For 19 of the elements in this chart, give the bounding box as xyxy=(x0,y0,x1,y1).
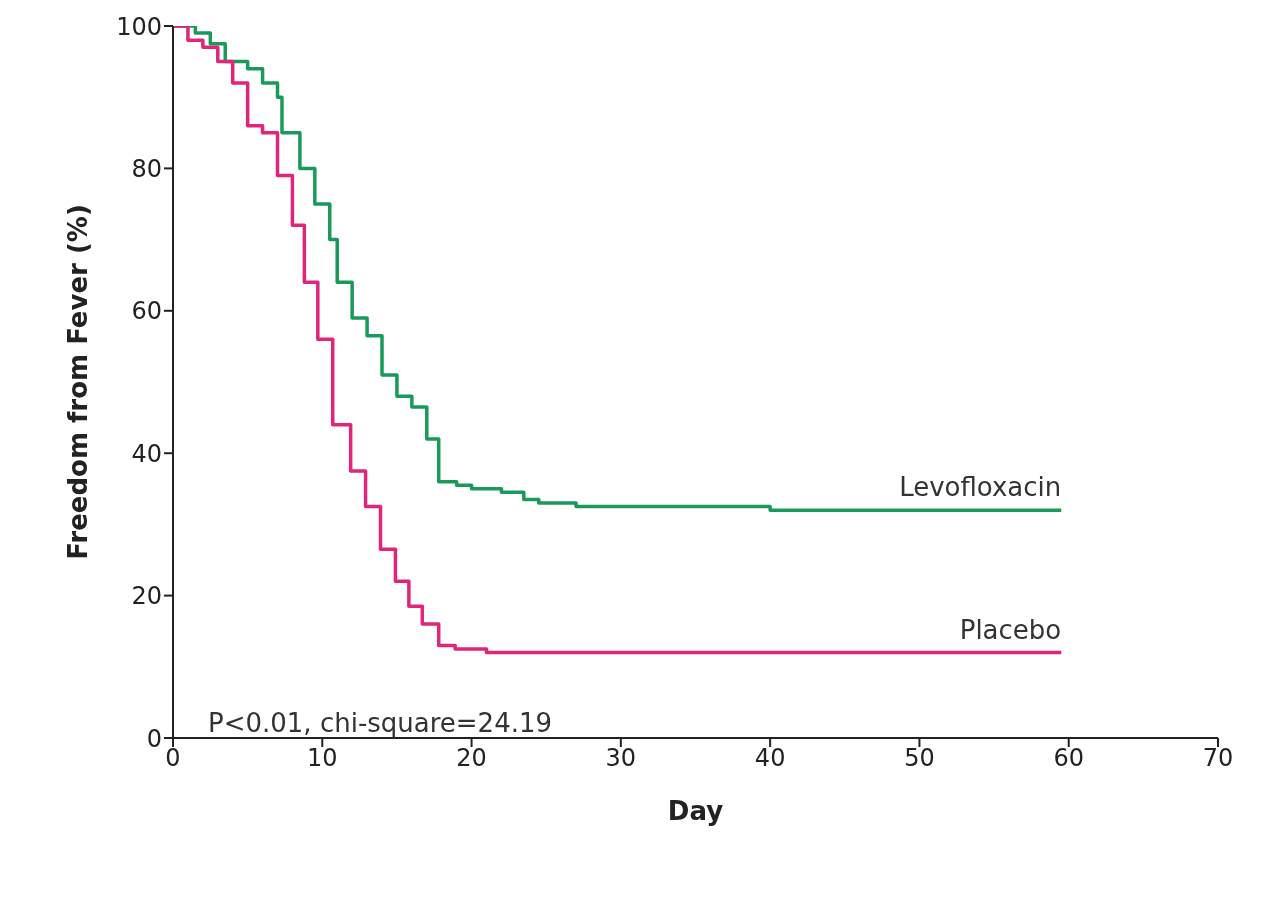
y-tick-label: 80 xyxy=(131,154,162,183)
y-tick-label: 100 xyxy=(116,12,162,41)
y-tick-label: 60 xyxy=(131,297,162,326)
y-tick-label: 40 xyxy=(131,439,162,468)
x-tick-label: 30 xyxy=(605,744,637,773)
y-tick-label: 20 xyxy=(131,582,162,611)
x-tick-label: 40 xyxy=(754,744,786,773)
series-label: Placebo xyxy=(959,614,1062,645)
x-tick-label: 20 xyxy=(456,744,487,773)
x-tick-label: 50 xyxy=(904,744,935,773)
y-tick-label: 0 xyxy=(146,724,162,753)
x-axis-title: Day xyxy=(667,796,724,826)
x-tick-label: 70 xyxy=(1202,744,1234,773)
annotation: P<0.01, chi-square=24.19 xyxy=(208,708,553,738)
y-axis-title: Freedom from Fever (%) xyxy=(63,204,94,560)
series-label: Levofloxacin xyxy=(899,472,1062,503)
x-tick-label: 60 xyxy=(1053,744,1084,773)
x-tick-label: 10 xyxy=(307,744,338,773)
x-tick-label: 0 xyxy=(165,744,181,773)
